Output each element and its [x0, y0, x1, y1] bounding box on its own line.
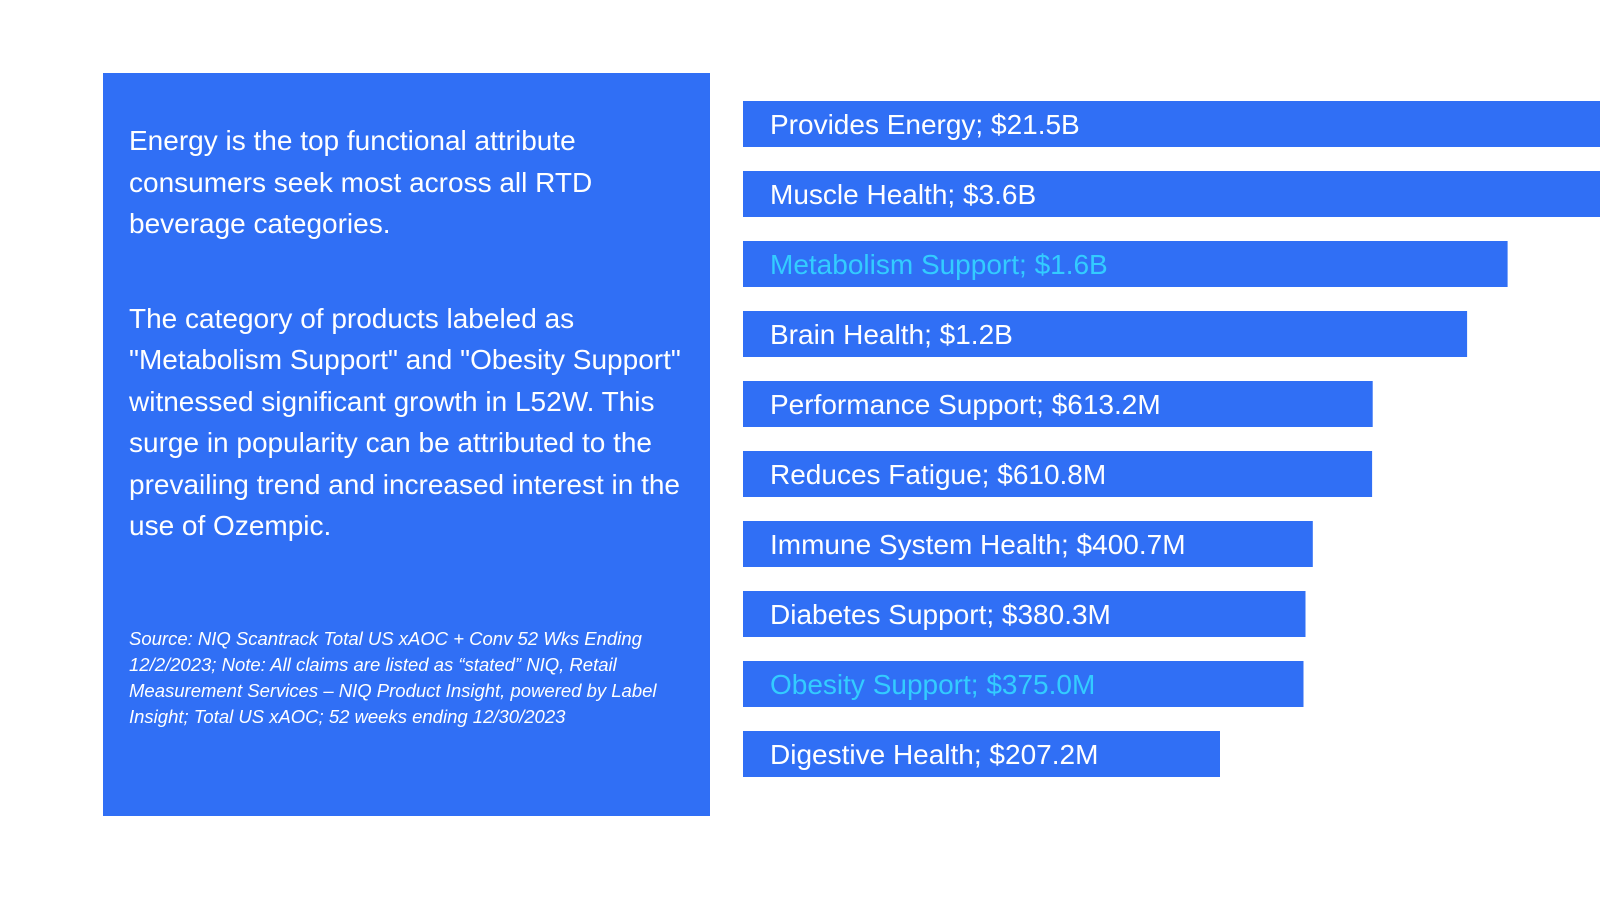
- bar-label-obesity-support: Obesity Support; $375.0M: [770, 669, 1095, 700]
- bar-label-reduces-fatigue: Reduces Fatigue; $610.8M: [770, 459, 1106, 490]
- bar-label-metabolism-support: Metabolism Support; $1.6B: [770, 249, 1108, 280]
- bar-provides-energy: [743, 101, 1600, 147]
- bar-label-diabetes-support: Diabetes Support; $380.3M: [770, 599, 1111, 630]
- bar-obesity-support: [743, 661, 1304, 707]
- bar-label-performance-support: Performance Support; $613.2M: [770, 389, 1161, 420]
- bar-brain-health: [743, 311, 1468, 357]
- bar-label-immune-system-health: Immune System Health; $400.7M: [770, 529, 1186, 560]
- insight-paragraph-energy: Energy is the top functional attribute c…: [129, 125, 593, 239]
- bar-label-muscle-health: Muscle Health; $3.6B: [770, 179, 1036, 210]
- insight-paragraph-metabolism: The category of products labeled as "Met…: [129, 302, 681, 542]
- insight-panel: Energy is the top functional attribute c…: [103, 73, 710, 816]
- bar-label-provides-energy: Provides Energy; $21.5B: [770, 109, 1080, 140]
- bar-label-brain-health: Brain Health; $1.2B: [770, 319, 1013, 350]
- bar-digestive-health: [743, 731, 1220, 777]
- bar-diabetes-support: [743, 591, 1306, 637]
- source-note: Source: NIQ Scantrack Total US xAOC + Co…: [129, 628, 657, 727]
- bar-muscle-health: [743, 171, 1600, 217]
- bar-reduces-fatigue: [743, 451, 1373, 497]
- bar-performance-support: [743, 381, 1373, 427]
- bar-label-digestive-health: Digestive Health; $207.2M: [770, 739, 1098, 770]
- bar-metabolism-support: [743, 241, 1508, 287]
- bar-immune-system-health: [743, 521, 1313, 567]
